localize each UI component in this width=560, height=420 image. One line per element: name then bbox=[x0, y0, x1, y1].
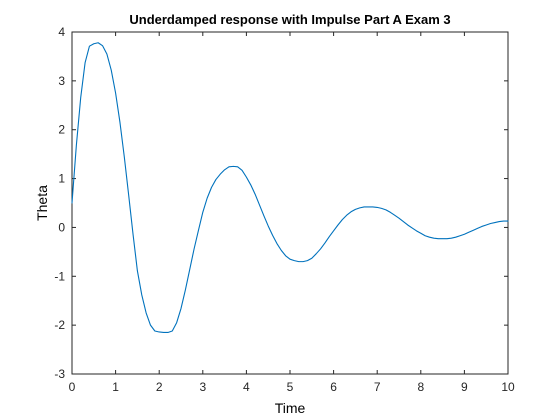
x-tick-label: 1 bbox=[112, 380, 119, 394]
y-tick-label: 2 bbox=[58, 123, 65, 137]
x-tick-label: 0 bbox=[69, 380, 76, 394]
series-line bbox=[71, 42, 509, 334]
x-tick-label: 3 bbox=[199, 380, 206, 394]
y-tick-label: 0 bbox=[58, 220, 65, 234]
x-tick-label: 2 bbox=[156, 380, 163, 394]
x-axis-ticks bbox=[71, 32, 509, 374]
x-tick-label: 9 bbox=[461, 380, 468, 394]
plot-frame bbox=[71, 31, 509, 375]
y-axis-label: Theta bbox=[34, 185, 50, 221]
y-tick-label: -3 bbox=[54, 367, 65, 381]
x-axis-tick-labels: 0 1 2 3 4 5 6 7 8 9 10 bbox=[69, 380, 515, 394]
chart-title: Underdamped response with Impulse Part A… bbox=[129, 12, 450, 27]
x-tick-label: 10 bbox=[501, 380, 515, 394]
x-tick-label: 5 bbox=[287, 380, 294, 394]
y-tick-label: -1 bbox=[54, 269, 65, 283]
y-tick-label: -2 bbox=[54, 318, 65, 332]
y-tick-label: 4 bbox=[58, 25, 65, 39]
y-axis-tick-labels: -3 -2 -1 0 1 2 3 4 bbox=[54, 25, 65, 381]
x-tick-label: 8 bbox=[417, 380, 424, 394]
axes: 0 1 2 3 4 5 6 7 8 9 10 -3 -2 -1 0 1 2 3 4 bbox=[54, 25, 515, 394]
y-tick-label: 1 bbox=[58, 172, 65, 186]
x-axis-label: Time bbox=[275, 400, 306, 416]
x-tick-label: 4 bbox=[243, 380, 250, 394]
x-tick-label: 7 bbox=[374, 380, 381, 394]
y-tick-label: 3 bbox=[58, 74, 65, 88]
x-tick-label: 6 bbox=[330, 380, 337, 394]
